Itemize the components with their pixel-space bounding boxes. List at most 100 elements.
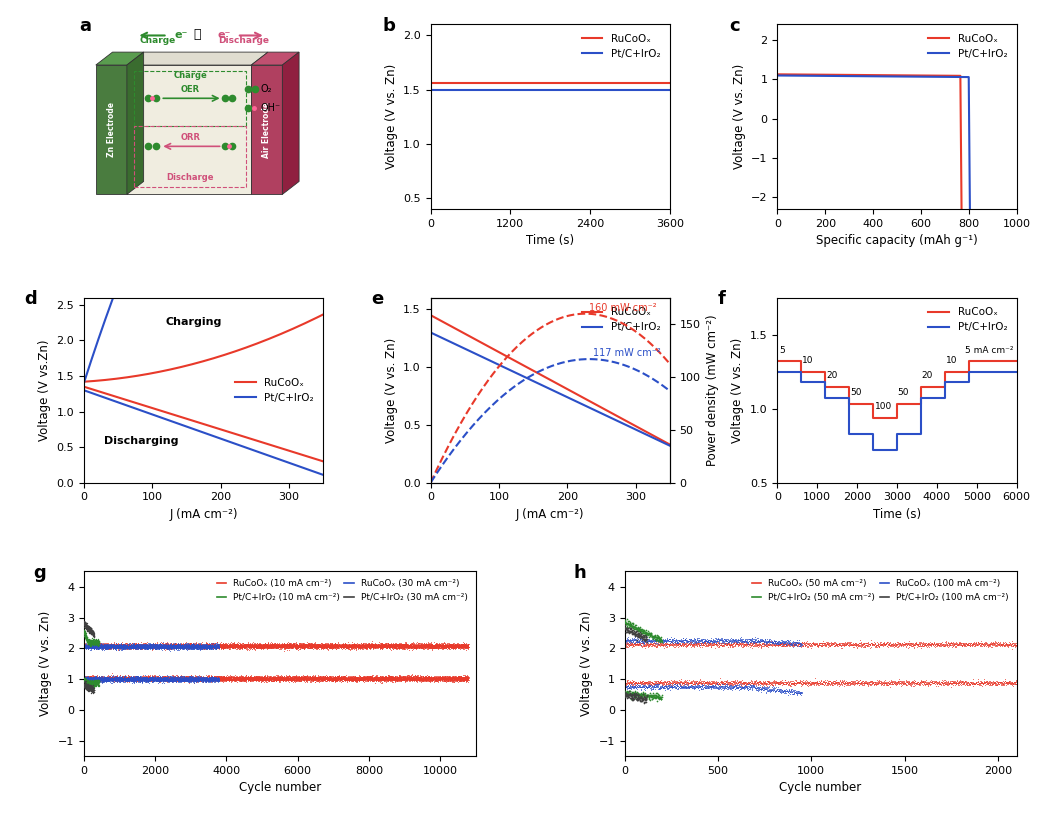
Point — [727, 637, 744, 650]
Point — [924, 639, 941, 652]
Point — [83, 639, 100, 652]
Point — [347, 640, 364, 653]
Point — [224, 672, 241, 685]
Point — [110, 638, 127, 651]
Point — [358, 638, 375, 651]
Point — [209, 672, 225, 685]
Point — [136, 672, 153, 685]
Point — [643, 690, 660, 703]
Point — [201, 673, 218, 686]
Point — [222, 670, 239, 683]
Point — [441, 638, 458, 651]
Point — [152, 672, 169, 685]
Point — [118, 672, 135, 685]
Point — [89, 673, 106, 686]
Point — [952, 637, 968, 650]
Point — [413, 641, 430, 654]
Point — [158, 639, 175, 652]
Point — [176, 672, 193, 685]
Point — [780, 633, 796, 646]
Point — [240, 640, 257, 653]
Point — [96, 640, 113, 653]
Point — [290, 670, 307, 683]
Point — [669, 679, 685, 692]
Point — [165, 641, 181, 654]
Point — [85, 672, 102, 685]
Point — [958, 678, 975, 691]
Point — [988, 635, 1005, 648]
Point — [198, 672, 215, 685]
Point — [308, 672, 325, 685]
Point — [301, 672, 318, 685]
Point — [93, 673, 110, 686]
Point — [392, 671, 409, 684]
Point — [191, 640, 208, 653]
Point — [158, 641, 175, 654]
Point — [351, 672, 368, 685]
Point — [173, 641, 190, 654]
Point — [274, 673, 290, 686]
Point — [96, 671, 113, 684]
Point — [376, 638, 393, 651]
Point — [197, 638, 214, 651]
Point — [342, 673, 358, 686]
Point — [626, 688, 642, 701]
Point — [243, 673, 260, 686]
Point — [82, 640, 99, 653]
Point — [312, 637, 329, 650]
Point — [620, 682, 637, 695]
Point — [1007, 638, 1024, 651]
Point — [345, 672, 362, 685]
Point — [332, 672, 349, 685]
Point — [170, 639, 187, 652]
Point — [150, 672, 167, 685]
Point — [75, 620, 92, 633]
Point — [115, 673, 132, 686]
Point — [156, 672, 173, 685]
Point — [423, 674, 440, 687]
Point — [455, 640, 472, 653]
Point — [261, 639, 278, 652]
Point — [140, 641, 157, 654]
Point — [313, 641, 330, 654]
Point — [149, 674, 166, 687]
Point — [82, 672, 99, 685]
Point — [438, 673, 455, 686]
Point — [97, 641, 114, 654]
Point — [202, 641, 219, 654]
Point — [260, 640, 277, 653]
Point — [122, 642, 138, 655]
Point — [116, 641, 133, 654]
Point — [635, 680, 652, 693]
Point — [387, 637, 403, 650]
Point — [83, 636, 100, 649]
Point — [81, 640, 97, 653]
Point — [84, 675, 101, 688]
Point — [118, 675, 135, 688]
Point — [227, 639, 244, 652]
Point — [226, 639, 243, 652]
Point — [187, 673, 203, 686]
Point — [363, 637, 379, 650]
Point — [768, 685, 785, 698]
Point — [447, 673, 464, 686]
Point — [686, 677, 703, 690]
Point — [81, 678, 97, 691]
Point — [709, 636, 726, 649]
Point — [873, 637, 890, 650]
Point — [78, 640, 94, 653]
Point — [334, 671, 351, 684]
Point — [371, 640, 388, 653]
Point — [414, 641, 431, 654]
Point — [204, 639, 221, 652]
Point — [767, 685, 784, 698]
Point — [227, 673, 244, 686]
Point — [201, 672, 218, 685]
Point — [99, 640, 115, 653]
Point — [779, 685, 795, 698]
Point — [180, 642, 197, 655]
Point — [165, 641, 181, 654]
Point — [423, 672, 440, 685]
Point — [449, 672, 465, 685]
Point — [167, 674, 183, 687]
